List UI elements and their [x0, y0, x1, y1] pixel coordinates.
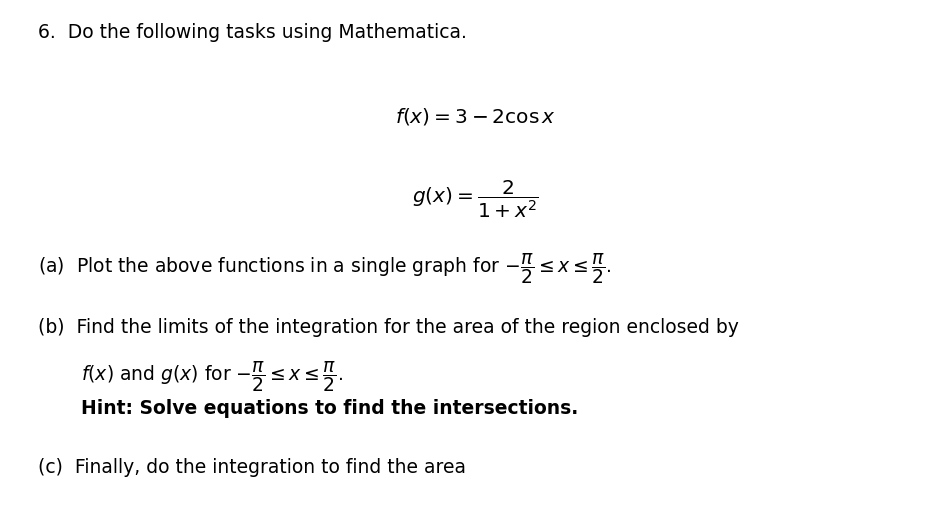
- Text: (c)  Finally, do the integration to find the area: (c) Finally, do the integration to find …: [38, 458, 466, 477]
- Text: Hint: Solve equations to find the intersections.: Hint: Solve equations to find the inters…: [81, 399, 578, 418]
- Text: (b)  Find the limits of the integration for the area of the region enclosed by: (b) Find the limits of the integration f…: [38, 318, 739, 337]
- Text: $f(x) = 3 - 2\cos x$: $f(x) = 3 - 2\cos x$: [395, 106, 556, 127]
- Text: (a)  Plot the above functions in a single graph for $-\dfrac{\pi}{2} \leq x \leq: (a) Plot the above functions in a single…: [38, 251, 611, 285]
- Text: $f(x)$ and $g(x)$ for $-\dfrac{\pi}{2} \leq x \leq \dfrac{\pi}{2}$.: $f(x)$ and $g(x)$ for $-\dfrac{\pi}{2} \…: [81, 359, 343, 394]
- Text: 6.  Do the following tasks using Mathematica.: 6. Do the following tasks using Mathemat…: [38, 23, 467, 42]
- Text: $g(x) = \dfrac{2}{1+x^2}$: $g(x) = \dfrac{2}{1+x^2}$: [412, 178, 539, 220]
